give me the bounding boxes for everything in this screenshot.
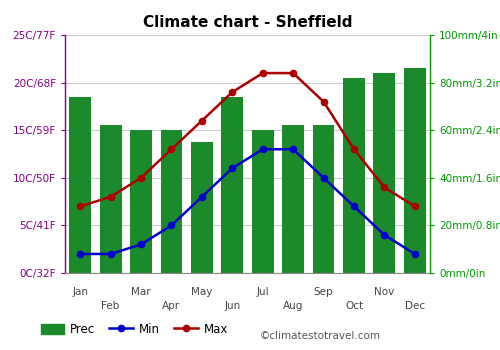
Bar (252, 130, 274, 273)
Text: Nov: Nov (374, 287, 394, 297)
Text: Sep: Sep (314, 287, 334, 297)
Bar (100, 125, 122, 273)
Text: ©climatestotravel.com: ©climatestotravel.com (260, 331, 381, 341)
Text: Jul: Jul (256, 287, 269, 297)
Text: May: May (191, 287, 212, 297)
Text: Feb: Feb (102, 301, 120, 311)
Bar (312, 125, 334, 273)
Bar (70, 97, 91, 273)
Bar (191, 142, 213, 273)
Text: Jan: Jan (72, 287, 88, 297)
Bar (404, 68, 425, 273)
Bar (160, 130, 182, 273)
Text: Dec: Dec (404, 301, 425, 311)
Bar (282, 125, 304, 273)
Text: Mar: Mar (131, 287, 151, 297)
Bar (343, 78, 365, 273)
Legend: Prec, Min, Max: Prec, Min, Max (36, 318, 232, 341)
Text: Apr: Apr (162, 301, 180, 311)
Text: Jun: Jun (224, 301, 240, 311)
Bar (222, 97, 243, 273)
Bar (374, 73, 396, 273)
Bar (130, 130, 152, 273)
Title: Climate chart - Sheffield: Climate chart - Sheffield (143, 15, 352, 30)
Text: Aug: Aug (283, 301, 304, 311)
Text: Oct: Oct (345, 301, 363, 311)
